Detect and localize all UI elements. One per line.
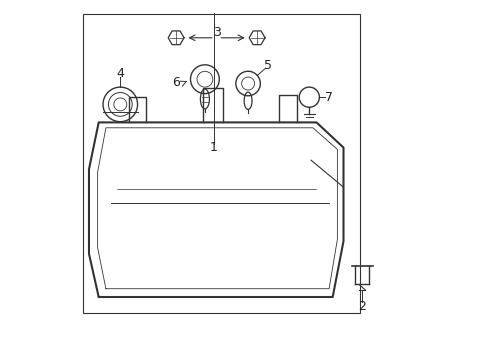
Text: 6: 6 (172, 76, 180, 89)
Text: 5: 5 (264, 59, 271, 72)
Text: 4: 4 (116, 67, 124, 80)
Text: 2: 2 (358, 300, 366, 313)
Bar (82, 14, 359, 313)
Text: 1: 1 (209, 141, 217, 154)
Text: 3: 3 (213, 26, 221, 39)
Text: 7: 7 (325, 91, 332, 104)
